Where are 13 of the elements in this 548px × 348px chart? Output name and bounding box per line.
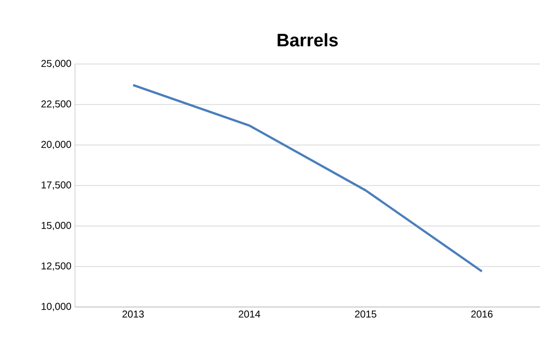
y-tick-label: 10,000 — [42, 302, 72, 312]
x-tick-label: 2016 — [471, 310, 493, 318]
y-tick-label: 20,000 — [41, 140, 72, 150]
chart-title: Barrels — [278, 33, 338, 46]
y-tick-label: 17,500 — [42, 181, 72, 190]
x-tick-label: 2013 — [122, 310, 144, 318]
line-series — [132, 84, 483, 272]
y-tick-label: 22,500 — [41, 100, 72, 109]
x-tick-label: 2014 — [238, 310, 260, 318]
x-tick-label: 2015 — [355, 310, 376, 318]
y-tick-label: 12,500 — [42, 262, 72, 271]
y-tick-label: 25,000 — [41, 60, 72, 68]
y-tick-label: 15,000 — [42, 222, 72, 230]
